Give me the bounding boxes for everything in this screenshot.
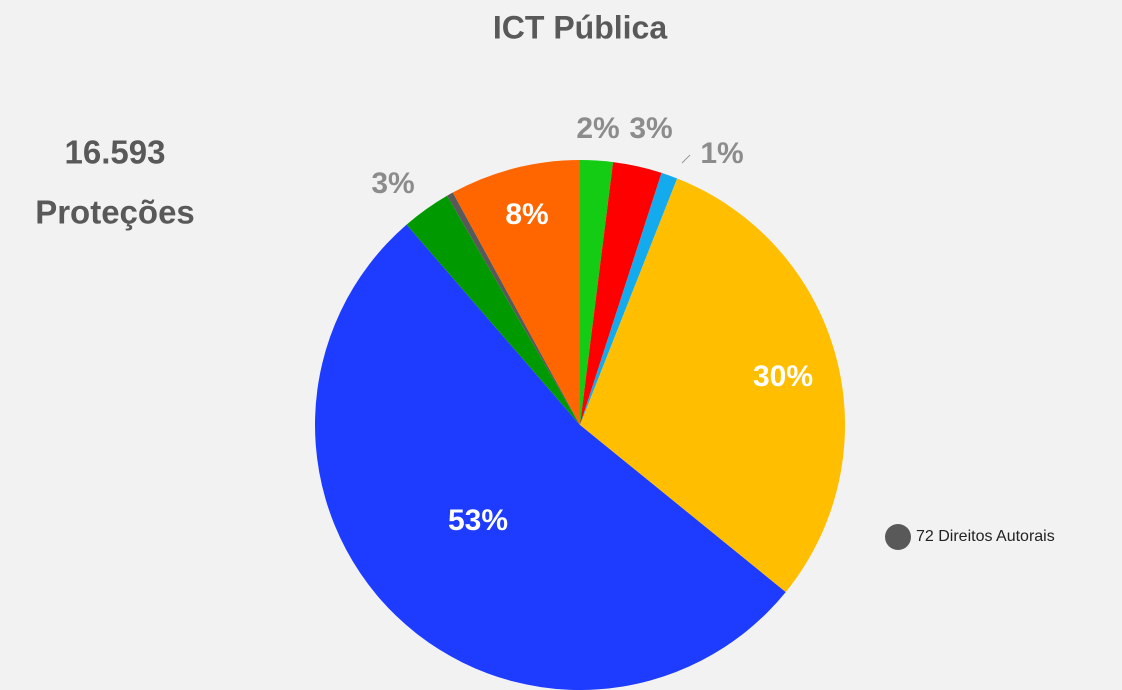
- pie-slice: [580, 172, 678, 425]
- pie-slice: [406, 195, 580, 425]
- pie-slice: [580, 162, 662, 426]
- pie-slice: [315, 224, 786, 690]
- annotation: 72 Direitos Autorais: [916, 528, 1055, 545]
- pie-slice: [447, 192, 580, 425]
- data-label: 30%: [753, 360, 813, 393]
- chart-title: ICT Pública: [493, 9, 667, 45]
- data-label: 53%: [448, 504, 508, 537]
- data-label: 1%: [700, 137, 743, 170]
- total-count: 16.593: [65, 134, 166, 171]
- leader-line: [681, 154, 691, 164]
- data-label: 2%: [576, 112, 619, 145]
- pie-slice: [580, 178, 845, 593]
- data-label: 3%: [371, 167, 414, 200]
- data-label: 8%: [505, 198, 548, 231]
- pie-slice: [580, 160, 614, 425]
- total-label: Proteções: [35, 194, 195, 231]
- annotation-marker: [885, 524, 911, 550]
- pie-slice: [452, 160, 580, 425]
- data-label: 3%: [629, 112, 672, 145]
